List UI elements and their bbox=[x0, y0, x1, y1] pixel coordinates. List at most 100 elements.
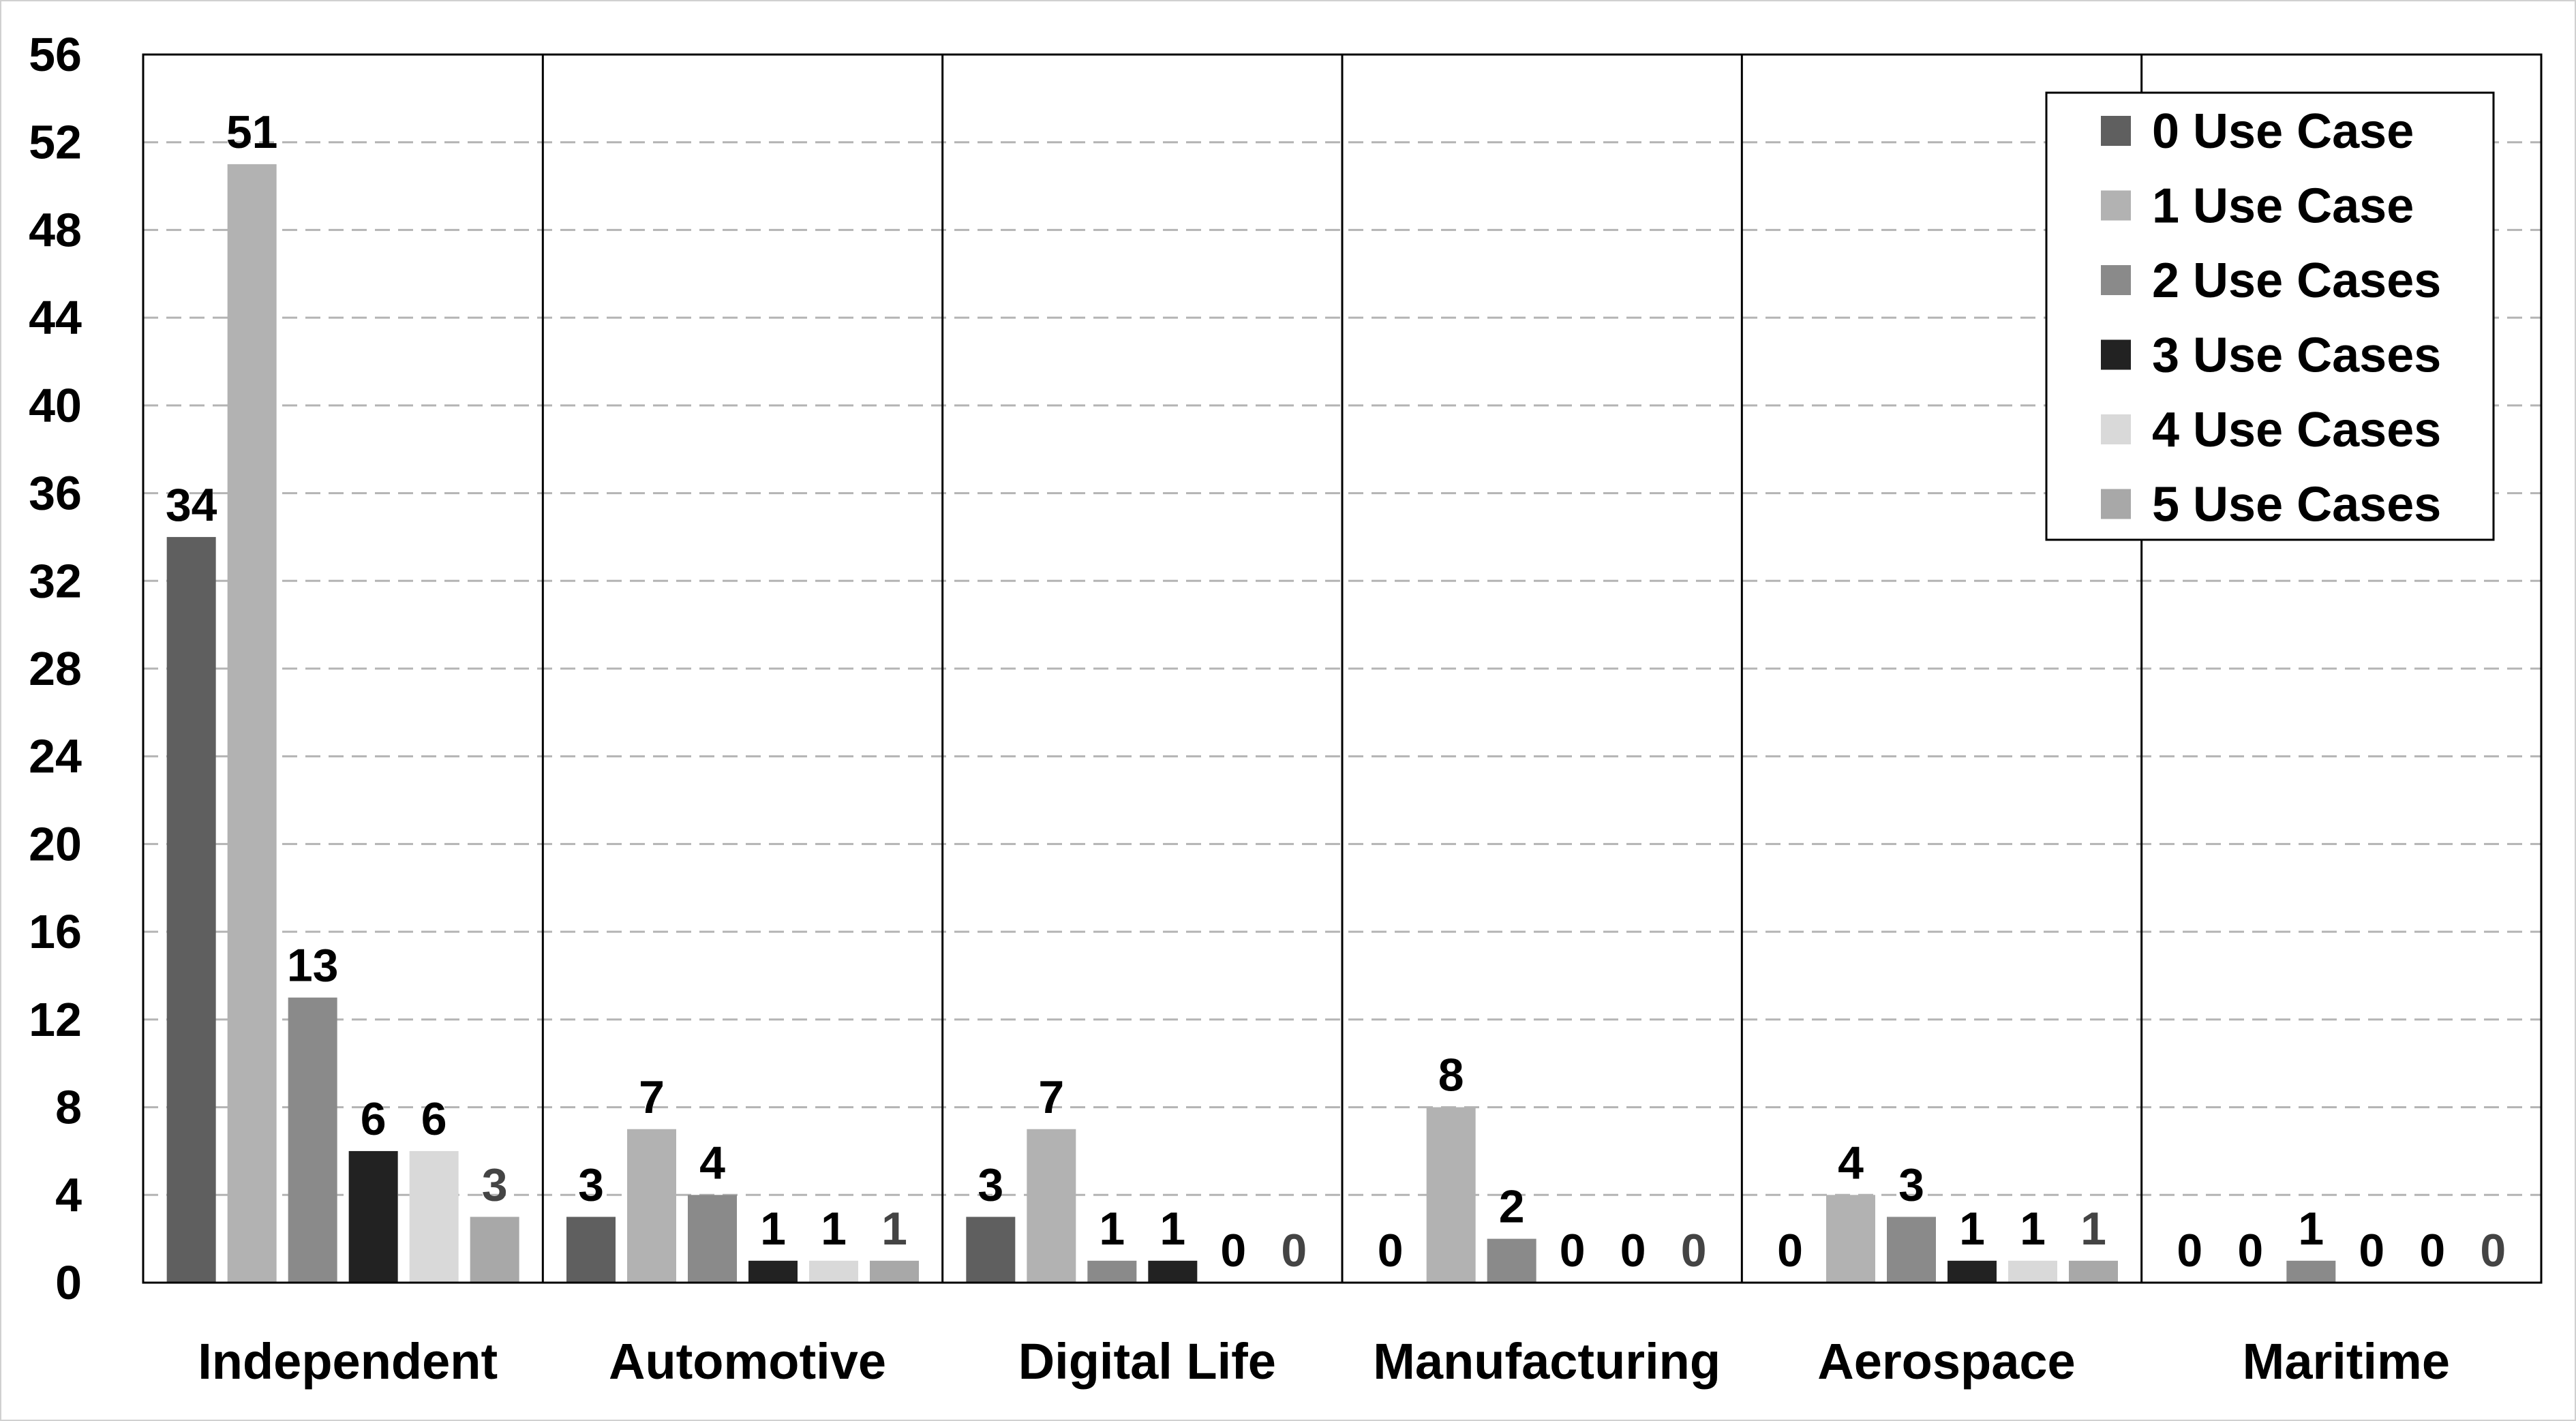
y-tick-label: 44 bbox=[29, 291, 82, 344]
legend-swatch bbox=[2101, 414, 2131, 444]
bar bbox=[1948, 1260, 1997, 1283]
bar bbox=[2069, 1260, 2118, 1283]
data-label: 0 bbox=[1681, 1225, 1707, 1277]
data-label: 0 bbox=[1281, 1225, 1307, 1277]
legend-swatch bbox=[2101, 190, 2131, 221]
category-separators bbox=[541, 55, 2143, 1283]
x-tick-label: Independent bbox=[198, 1333, 498, 1390]
data-label: 0 bbox=[1220, 1225, 1246, 1277]
legend-label: 5 Use Cases bbox=[2152, 478, 2441, 532]
bar bbox=[470, 1217, 519, 1283]
legend-swatch bbox=[2101, 339, 2131, 370]
bar bbox=[1148, 1260, 1198, 1283]
data-label: 3 bbox=[578, 1159, 604, 1210]
legend-swatch bbox=[2101, 116, 2131, 146]
data-label: 3 bbox=[1898, 1159, 1924, 1210]
y-tick-label: 20 bbox=[29, 817, 82, 870]
data-label: 4 bbox=[699, 1137, 725, 1189]
bar bbox=[2286, 1260, 2336, 1283]
y-tick-label: 36 bbox=[29, 467, 82, 520]
bar bbox=[688, 1195, 737, 1283]
data-label: 1 bbox=[2298, 1203, 2324, 1255]
bar bbox=[227, 164, 277, 1283]
bar bbox=[348, 1150, 398, 1283]
bar bbox=[2008, 1260, 2057, 1283]
y-tick-label: 4 bbox=[55, 1168, 82, 1221]
y-tick-label: 0 bbox=[55, 1256, 82, 1309]
data-label: 0 bbox=[2177, 1225, 2202, 1277]
data-label: 8 bbox=[1438, 1050, 1464, 1101]
bar bbox=[1027, 1129, 1076, 1283]
bar bbox=[809, 1260, 858, 1283]
bar bbox=[748, 1260, 798, 1283]
data-label: 7 bbox=[1038, 1071, 1064, 1123]
bar bbox=[966, 1217, 1016, 1283]
data-label: 0 bbox=[2237, 1225, 2263, 1277]
data-label: 2 bbox=[1499, 1181, 1525, 1233]
legend-label: 0 Use Case bbox=[2152, 104, 2414, 159]
bar bbox=[1487, 1238, 1536, 1283]
bar bbox=[1887, 1217, 1936, 1283]
data-label: 6 bbox=[361, 1093, 387, 1145]
data-label: 6 bbox=[421, 1093, 447, 1145]
data-label: 0 bbox=[2419, 1225, 2445, 1277]
y-tick-label: 16 bbox=[29, 905, 82, 958]
data-label: 1 bbox=[1160, 1203, 1185, 1255]
data-label: 0 bbox=[2480, 1225, 2506, 1277]
data-label: 1 bbox=[881, 1203, 907, 1255]
x-tick-label: Automotive bbox=[609, 1333, 886, 1390]
data-label: 0 bbox=[1560, 1225, 1586, 1277]
legend-label: 2 Use Cases bbox=[2152, 254, 2441, 308]
data-label: 4 bbox=[1838, 1137, 1864, 1189]
data-label: 1 bbox=[1959, 1203, 1985, 1255]
legend-swatch bbox=[2101, 265, 2131, 295]
legend-box bbox=[2045, 91, 2495, 541]
bar bbox=[409, 1150, 459, 1283]
y-tick-label: 8 bbox=[55, 1081, 82, 1134]
legend: 0 Use Case 1 Use Case 2 Use Cases 3 Use Cas… bbox=[2045, 91, 2495, 541]
data-label: 0 bbox=[1620, 1225, 1646, 1277]
bars bbox=[166, 164, 2336, 1283]
data-label: 1 bbox=[1099, 1203, 1125, 1255]
data-label: 7 bbox=[639, 1071, 665, 1123]
bar bbox=[166, 536, 216, 1283]
plot-area-border bbox=[142, 53, 2543, 1284]
data-label: 0 bbox=[2359, 1225, 2384, 1277]
data-label: 13 bbox=[287, 940, 339, 992]
data-label: 3 bbox=[978, 1159, 1003, 1210]
x-tick-label: Maritime bbox=[2243, 1333, 2450, 1390]
y-tick-label: 28 bbox=[29, 642, 82, 695]
data-label: 0 bbox=[1777, 1225, 1803, 1277]
data-label: 1 bbox=[821, 1203, 847, 1255]
bar bbox=[1426, 1107, 1476, 1283]
bar bbox=[627, 1129, 676, 1283]
legend-label: 3 Use Cases bbox=[2152, 328, 2441, 383]
y-tick-label: 12 bbox=[29, 993, 82, 1046]
bar bbox=[566, 1217, 616, 1283]
y-tick-label: 48 bbox=[29, 203, 82, 256]
y-tick-label: 24 bbox=[29, 730, 82, 783]
x-tick-label: Manufacturing bbox=[1373, 1333, 1721, 1390]
legend-label: 1 Use Case bbox=[2152, 179, 2414, 234]
bar bbox=[1087, 1260, 1137, 1283]
x-axis: Independent Automotive Digital Life Manufac… bbox=[198, 1333, 2450, 1390]
data-label: 0 bbox=[1378, 1225, 1404, 1277]
y-tick-label: 32 bbox=[29, 554, 82, 607]
data-label: 51 bbox=[226, 106, 278, 158]
bar bbox=[1826, 1195, 1875, 1283]
data-label: 1 bbox=[2020, 1203, 2046, 1255]
data-label: 3 bbox=[482, 1159, 508, 1210]
legend-label: 4 Use Cases bbox=[2152, 403, 2441, 457]
data-label: 1 bbox=[760, 1203, 786, 1255]
bar bbox=[870, 1260, 919, 1283]
y-tick-label: 40 bbox=[29, 379, 82, 432]
data-label: 1 bbox=[2080, 1203, 2106, 1255]
x-tick-label: Aerospace bbox=[1817, 1333, 2075, 1390]
data-label: 34 bbox=[166, 479, 217, 531]
x-tick-label: Digital Life bbox=[1018, 1333, 1276, 1390]
y-tick-label: 52 bbox=[29, 116, 82, 169]
